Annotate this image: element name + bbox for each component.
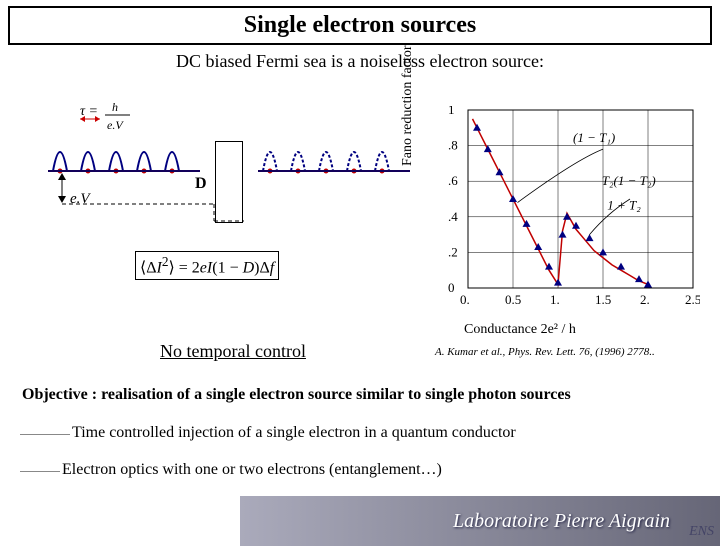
- svg-text:.6: .6: [448, 173, 458, 188]
- chart-plot-icon: 0. 0.5 1. 1.5 2. 2.5 0 .2 .4 .6 .8 1 (1 − T₁) T₂(1 − …: [430, 106, 700, 316]
- fano-chart: Fano reduction factor 0.0.51.1.52.2.50.2…: [430, 106, 700, 316]
- diagram-area: τ = h e.V D e.V ⟨ΔI2⟩ = 2eI(1 − D)Δf: [20, 101, 420, 331]
- deltaI-equation: ⟨ΔI2⟩ = 2eI(1 − D)Δf: [135, 251, 279, 280]
- svg-text:1 + T₂: 1 + T₂: [607, 198, 641, 213]
- title-banner: Single electron sources: [8, 6, 712, 45]
- chart-ylabel: Fano reduction factor: [400, 45, 416, 166]
- svg-text:2.: 2.: [640, 292, 650, 307]
- svg-text:.2: .2: [448, 244, 458, 259]
- bullet-line-icon: [20, 434, 70, 435]
- chart-xlabel: Conductance 2e² / h: [464, 322, 576, 338]
- citation: A. Kumar et al., Phys. Rev. Lett. 76, (1…: [435, 346, 655, 358]
- svg-text:h: h: [112, 101, 118, 114]
- objective-text: Objective : realisation of a single elec…: [22, 386, 571, 404]
- svg-text:2.5: 2.5: [685, 292, 700, 307]
- svg-text:1: 1: [448, 106, 455, 117]
- svg-text:0.: 0.: [460, 292, 470, 307]
- footer-banner: Laboratoire Pierre Aigrain: [240, 496, 720, 546]
- page-title: Single electron sources: [244, 12, 476, 38]
- waves-left-icon: [45, 141, 205, 181]
- svg-text:.4: .4: [448, 209, 458, 224]
- bullet-2: Electron optics with one or two electron…: [62, 461, 442, 479]
- no-temporal-control: No temporal control: [160, 341, 306, 362]
- svg-text:e.V: e.V: [107, 118, 124, 132]
- footer-ens: ENS: [689, 524, 714, 540]
- svg-text:(1 − T₁): (1 − T₁): [573, 130, 615, 145]
- footer-text: Laboratoire Pierre Aigrain: [453, 510, 670, 533]
- waves-right-icon: [255, 141, 415, 181]
- subtitle: DC biased Fermi sea is a noiseless elect…: [0, 51, 720, 72]
- svg-text:0: 0: [448, 280, 455, 295]
- ev-label: e.V: [70, 191, 90, 208]
- barrier-label: D: [195, 175, 207, 193]
- svg-text:.8: .8: [448, 138, 458, 153]
- svg-text:1.: 1.: [550, 292, 560, 307]
- bullet-1: Time controlled injection of a single el…: [72, 424, 516, 442]
- svg-text:1.5: 1.5: [595, 292, 611, 307]
- bullet-line-icon: [20, 471, 60, 472]
- tau-equation: τ = h e.V: [80, 101, 140, 140]
- ev-arrow-icon: [55, 173, 69, 203]
- svg-text:0.5: 0.5: [505, 292, 521, 307]
- svg-text:T₂(1 − T₂): T₂(1 − T₂): [602, 173, 656, 188]
